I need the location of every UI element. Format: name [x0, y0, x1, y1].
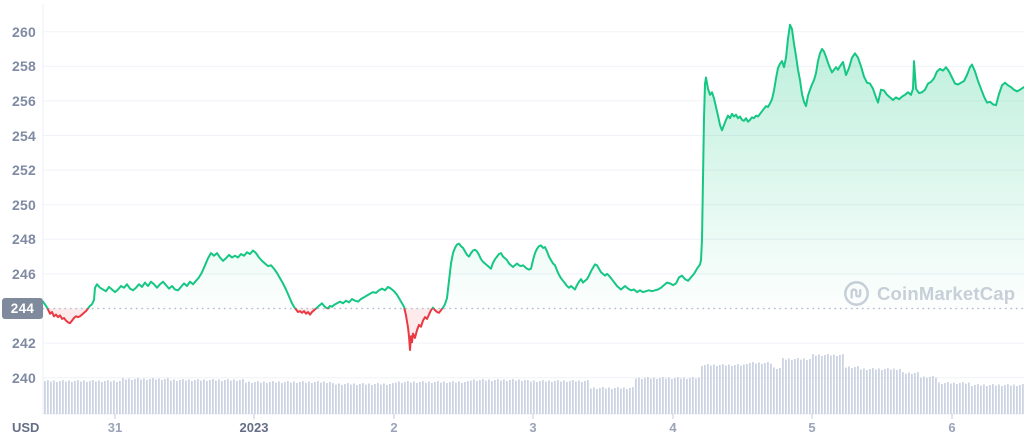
x-axis-label: 3 [529, 420, 537, 435]
y-axis-label: 242 [12, 335, 36, 352]
current-price-value: 244 [10, 301, 35, 316]
y-axis-label: 256 [12, 92, 36, 109]
x-axis-label: 5 [808, 420, 816, 435]
y-axis-label: 260 [12, 23, 36, 40]
y-axis-label: 240 [12, 369, 36, 386]
y-axis-label: 258 [12, 58, 36, 75]
y-axis-label: 246 [12, 265, 36, 282]
y-axis-label: 250 [12, 196, 36, 213]
y-axis-label: 248 [12, 231, 36, 248]
volume-bars [44, 354, 1024, 414]
current-price-badge: 244 [2, 298, 43, 319]
currency-unit-label: USD [12, 420, 40, 435]
y-axis-label: 254 [12, 127, 36, 144]
y-axis-label: 252 [12, 162, 36, 179]
x-axis-ticks [114, 414, 953, 419]
x-axis-label: 4 [669, 420, 677, 435]
x-axis-label: 2 [390, 420, 398, 435]
x-axis-label: 31 [107, 420, 123, 435]
price-line-up [42, 23, 1024, 309]
x-axis-label: 2023 [239, 420, 269, 435]
x-axis-label: 6 [948, 420, 956, 435]
area-fill-green [43, 24, 1024, 309]
